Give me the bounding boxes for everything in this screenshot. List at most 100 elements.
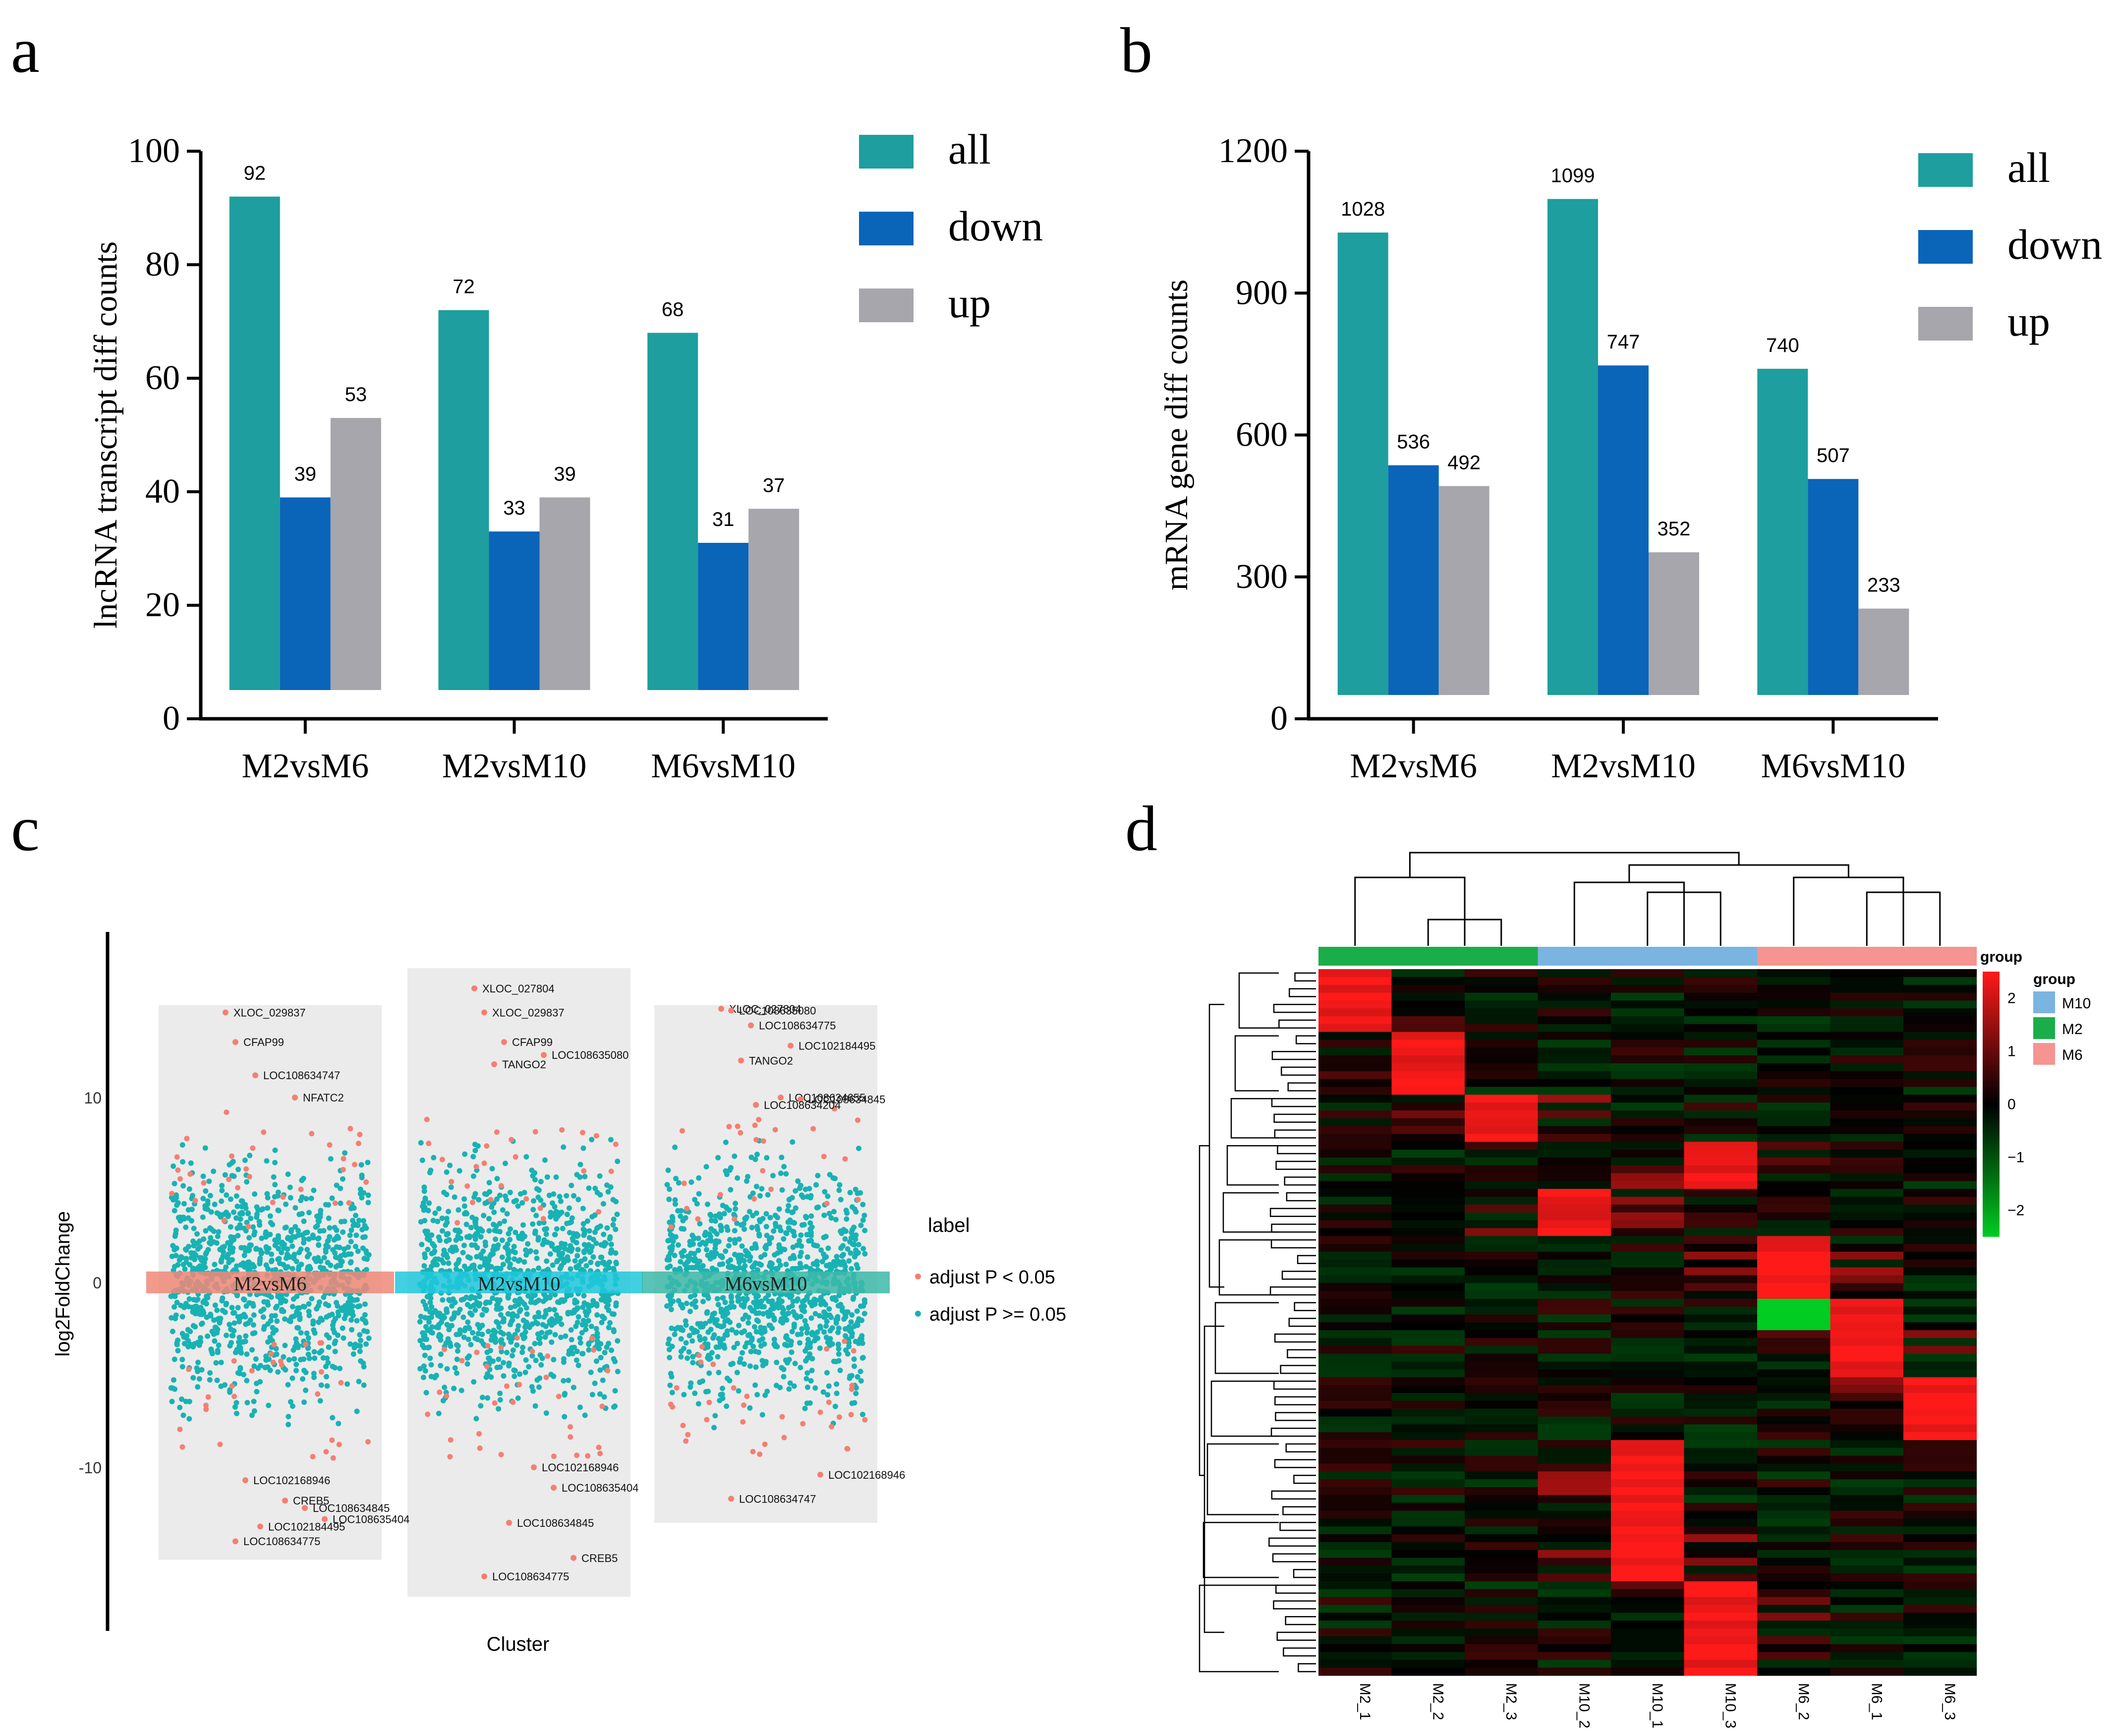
- heatmap-cell: [1465, 1110, 1539, 1119]
- point-not-significant: [690, 1241, 696, 1247]
- point-not-significant: [859, 1340, 865, 1346]
- heatmap-cell: [1830, 1605, 1904, 1613]
- bar-up: [330, 418, 381, 690]
- point-not-significant: [558, 1334, 564, 1340]
- point-not-significant: [795, 1266, 801, 1272]
- point-not-significant: [702, 1241, 708, 1247]
- heatmap-cell: [1684, 984, 1758, 993]
- point-not-significant: [360, 1218, 366, 1224]
- point-not-significant: [357, 1186, 363, 1192]
- point-not-significant: [365, 1192, 371, 1198]
- heatmap-cell: [1318, 1228, 1392, 1236]
- point-significant: [585, 1453, 591, 1459]
- point-not-significant: [340, 1176, 345, 1182]
- point-not-significant: [510, 1335, 515, 1341]
- heatmap-cell: [1465, 1542, 1539, 1551]
- heatmap-cell: [1684, 1095, 1758, 1103]
- heatmap-cell: [1318, 1353, 1392, 1362]
- heatmap-cell: [1611, 1306, 1685, 1315]
- heatmap-cell: [1757, 1228, 1831, 1236]
- point-not-significant: [817, 1345, 823, 1351]
- point-not-significant: [708, 1238, 714, 1244]
- column-label: M10_1: [1649, 1683, 1665, 1729]
- point-not-significant: [834, 1254, 840, 1260]
- point-not-significant: [502, 1160, 508, 1166]
- heatmap-cell: [1391, 1189, 1465, 1197]
- point-not-significant: [753, 1295, 759, 1301]
- heatmap-cell: [1391, 1032, 1465, 1041]
- point-not-significant: [831, 1209, 837, 1215]
- point-not-significant: [258, 1251, 264, 1257]
- point-not-significant: [667, 1383, 673, 1389]
- heatmap-cell: [1903, 1275, 1977, 1283]
- point-not-significant: [203, 1228, 209, 1234]
- point-not-significant: [782, 1247, 788, 1253]
- point-not-significant: [613, 1300, 619, 1306]
- heatmap-cell: [1684, 1071, 1758, 1080]
- point-not-significant: [739, 1243, 745, 1249]
- heatmap-cell: [1611, 1095, 1685, 1103]
- heatmap-cell: [1465, 1550, 1539, 1559]
- point-not-significant: [509, 1353, 515, 1359]
- heatmap-cell: [1684, 1416, 1758, 1425]
- point-not-significant: [845, 1309, 851, 1315]
- point-not-significant: [811, 1242, 817, 1248]
- point-not-significant: [781, 1307, 787, 1313]
- heatmap-cell: [1538, 1644, 1611, 1653]
- point-not-significant: [454, 1262, 459, 1268]
- point-not-significant: [802, 1348, 808, 1354]
- point-not-significant: [483, 1307, 489, 1313]
- point-not-significant: [770, 1173, 776, 1179]
- point-not-significant: [227, 1389, 233, 1395]
- point-not-significant: [791, 1321, 797, 1327]
- heatmap-cell: [1611, 992, 1685, 1001]
- point-not-significant: [678, 1213, 684, 1219]
- point-not-significant: [261, 1326, 267, 1332]
- point-not-significant: [265, 1339, 271, 1345]
- dendrogram-branch: [1286, 1192, 1316, 1202]
- heatmap-cell: [1318, 1463, 1392, 1472]
- heatmap-cell: [1391, 1471, 1465, 1480]
- point-not-significant: [355, 1248, 361, 1254]
- heatmap-cell: [1391, 1660, 1465, 1668]
- dendrogram-branch: [1199, 1584, 1279, 1673]
- point-significant: [177, 1426, 183, 1432]
- point-not-significant: [248, 1215, 254, 1221]
- point-not-significant: [712, 1413, 718, 1419]
- point-significant: [346, 1200, 352, 1206]
- point-significant: [551, 1453, 557, 1459]
- point-not-significant: [751, 1324, 757, 1330]
- heatmap-cell: [1465, 1400, 1539, 1409]
- point-not-significant: [340, 1229, 346, 1235]
- point-labeled: [481, 1009, 487, 1016]
- point-not-significant: [236, 1334, 242, 1340]
- point-not-significant: [242, 1157, 248, 1163]
- point-not-significant: [749, 1245, 755, 1251]
- point-not-significant: [720, 1261, 726, 1267]
- point-not-significant: [552, 1331, 558, 1337]
- heatmap-cell: [1391, 1118, 1465, 1127]
- heatmap-cell: [1611, 1377, 1685, 1386]
- dendrogram-branch: [1276, 1631, 1316, 1641]
- heatmap-cell: [1903, 1495, 1977, 1504]
- heatmap-cell: [1830, 1518, 1904, 1527]
- heatmap-cell: [1684, 1628, 1758, 1637]
- point-not-significant: [707, 1234, 713, 1240]
- point-significant: [842, 1338, 848, 1344]
- point-not-significant: [720, 1295, 726, 1301]
- bar-value-label: 352: [1658, 518, 1691, 540]
- heatmap-cell: [1391, 1291, 1465, 1299]
- point-not-significant: [569, 1337, 574, 1343]
- y-tick-label: 900: [1236, 274, 1288, 312]
- point-not-significant: [455, 1343, 461, 1349]
- heatmap-cell: [1538, 1353, 1611, 1362]
- point-not-significant: [543, 1311, 549, 1317]
- heatmap-cell: [1903, 1197, 1977, 1205]
- point-not-significant: [460, 1314, 466, 1320]
- heatmap-cell: [1830, 1236, 1904, 1244]
- point-not-significant: [362, 1318, 368, 1324]
- heatmap-cell: [1830, 1181, 1904, 1189]
- point-not-significant: [615, 1158, 621, 1164]
- heatmap-cell: [1684, 1024, 1758, 1033]
- point-not-significant: [838, 1197, 844, 1203]
